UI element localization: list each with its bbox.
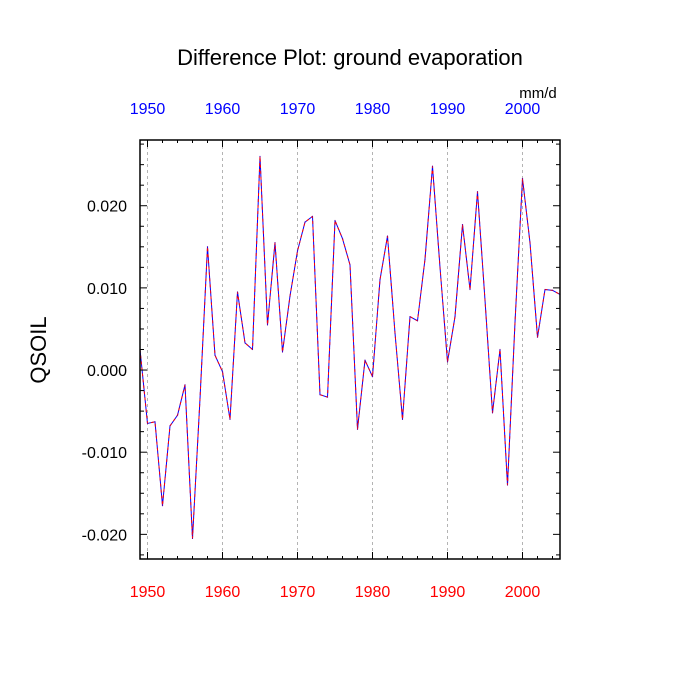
data-point <box>334 219 336 222</box>
x-tick-label-top: 2000 <box>505 101 541 118</box>
plot-frame <box>139 139 561 560</box>
data-point <box>476 191 479 193</box>
data-point <box>266 324 269 326</box>
y-tick-label: 0.010 <box>87 281 127 298</box>
data-point <box>394 332 396 334</box>
data-point <box>176 414 179 416</box>
x-tick-label-top: 1970 <box>280 101 316 118</box>
data-point <box>409 316 411 318</box>
data-point <box>416 320 419 322</box>
data-point <box>536 336 539 338</box>
data-point <box>469 288 471 291</box>
x-tick-label-bottom: 1990 <box>430 584 466 601</box>
data-point <box>319 394 321 396</box>
x-tick-label-top: 1980 <box>355 101 391 118</box>
data-point <box>484 299 486 301</box>
x-tick-label-top: 1960 <box>205 101 241 118</box>
data-point <box>514 321 516 323</box>
data-point <box>356 428 359 430</box>
axis-ticks <box>140 140 560 559</box>
chart-title: Difference Plot: ground evaporation <box>177 45 523 70</box>
data-point <box>379 279 381 281</box>
data-point <box>499 348 501 351</box>
data-point <box>251 348 254 351</box>
y-axis-label: QSOIL <box>26 316 51 383</box>
data-point <box>289 295 291 297</box>
data-point <box>326 396 329 398</box>
data-point <box>304 221 306 223</box>
data-point <box>551 289 554 291</box>
data-point <box>439 266 441 268</box>
y-tick-label: 0.020 <box>87 199 127 216</box>
data-point <box>161 504 164 507</box>
data-point <box>371 376 374 378</box>
y-tick-label: -0.010 <box>82 445 127 462</box>
series-line-blue <box>139 155 561 539</box>
data-point <box>214 354 216 356</box>
data-point <box>364 359 366 361</box>
grid-lines <box>147 140 523 559</box>
data-point <box>349 264 351 266</box>
data-point <box>311 215 314 218</box>
data-point <box>154 421 156 423</box>
data-point <box>446 361 449 363</box>
data-point <box>229 418 231 420</box>
y-tick-label: 0.000 <box>87 363 127 380</box>
data-point <box>169 425 171 427</box>
data-point <box>296 250 299 252</box>
x-tick-label-bottom: 1970 <box>280 584 316 601</box>
data-point <box>506 484 509 486</box>
data-point <box>544 288 546 291</box>
data-point <box>341 237 344 240</box>
data-point <box>199 398 201 400</box>
data-point <box>146 422 149 425</box>
data-point <box>401 418 404 420</box>
y-tick-label: -0.020 <box>82 527 127 544</box>
data-point <box>206 246 209 248</box>
data-point <box>529 242 531 244</box>
data-point <box>244 342 246 344</box>
data-point <box>274 242 276 244</box>
tick-labels: -0.020 -0.010 0.000 0.010 0.020 1950 1950 1960 1… <box>82 101 541 601</box>
data-point <box>259 155 261 158</box>
data-point <box>236 291 239 293</box>
units-label: mm/d <box>519 85 557 102</box>
data-point <box>431 165 434 167</box>
data-point <box>424 258 426 260</box>
data-point <box>281 351 284 353</box>
x-tick-label-bottom: 1960 <box>205 584 241 601</box>
x-tick-label-bottom: 1950 <box>130 584 166 601</box>
x-tick-label-top: 1950 <box>130 101 166 118</box>
data-point <box>454 316 456 318</box>
x-tick-label-top: 1990 <box>430 101 466 118</box>
data-point <box>461 224 464 226</box>
data-point <box>521 178 524 180</box>
data-point <box>221 371 224 373</box>
x-tick-label-bottom: 2000 <box>505 584 541 601</box>
data-series <box>139 155 561 540</box>
data-point <box>184 384 186 386</box>
data-point <box>386 235 389 237</box>
data-point <box>191 537 194 540</box>
x-tick-label-bottom: 1980 <box>355 584 391 601</box>
data-point <box>491 412 494 414</box>
